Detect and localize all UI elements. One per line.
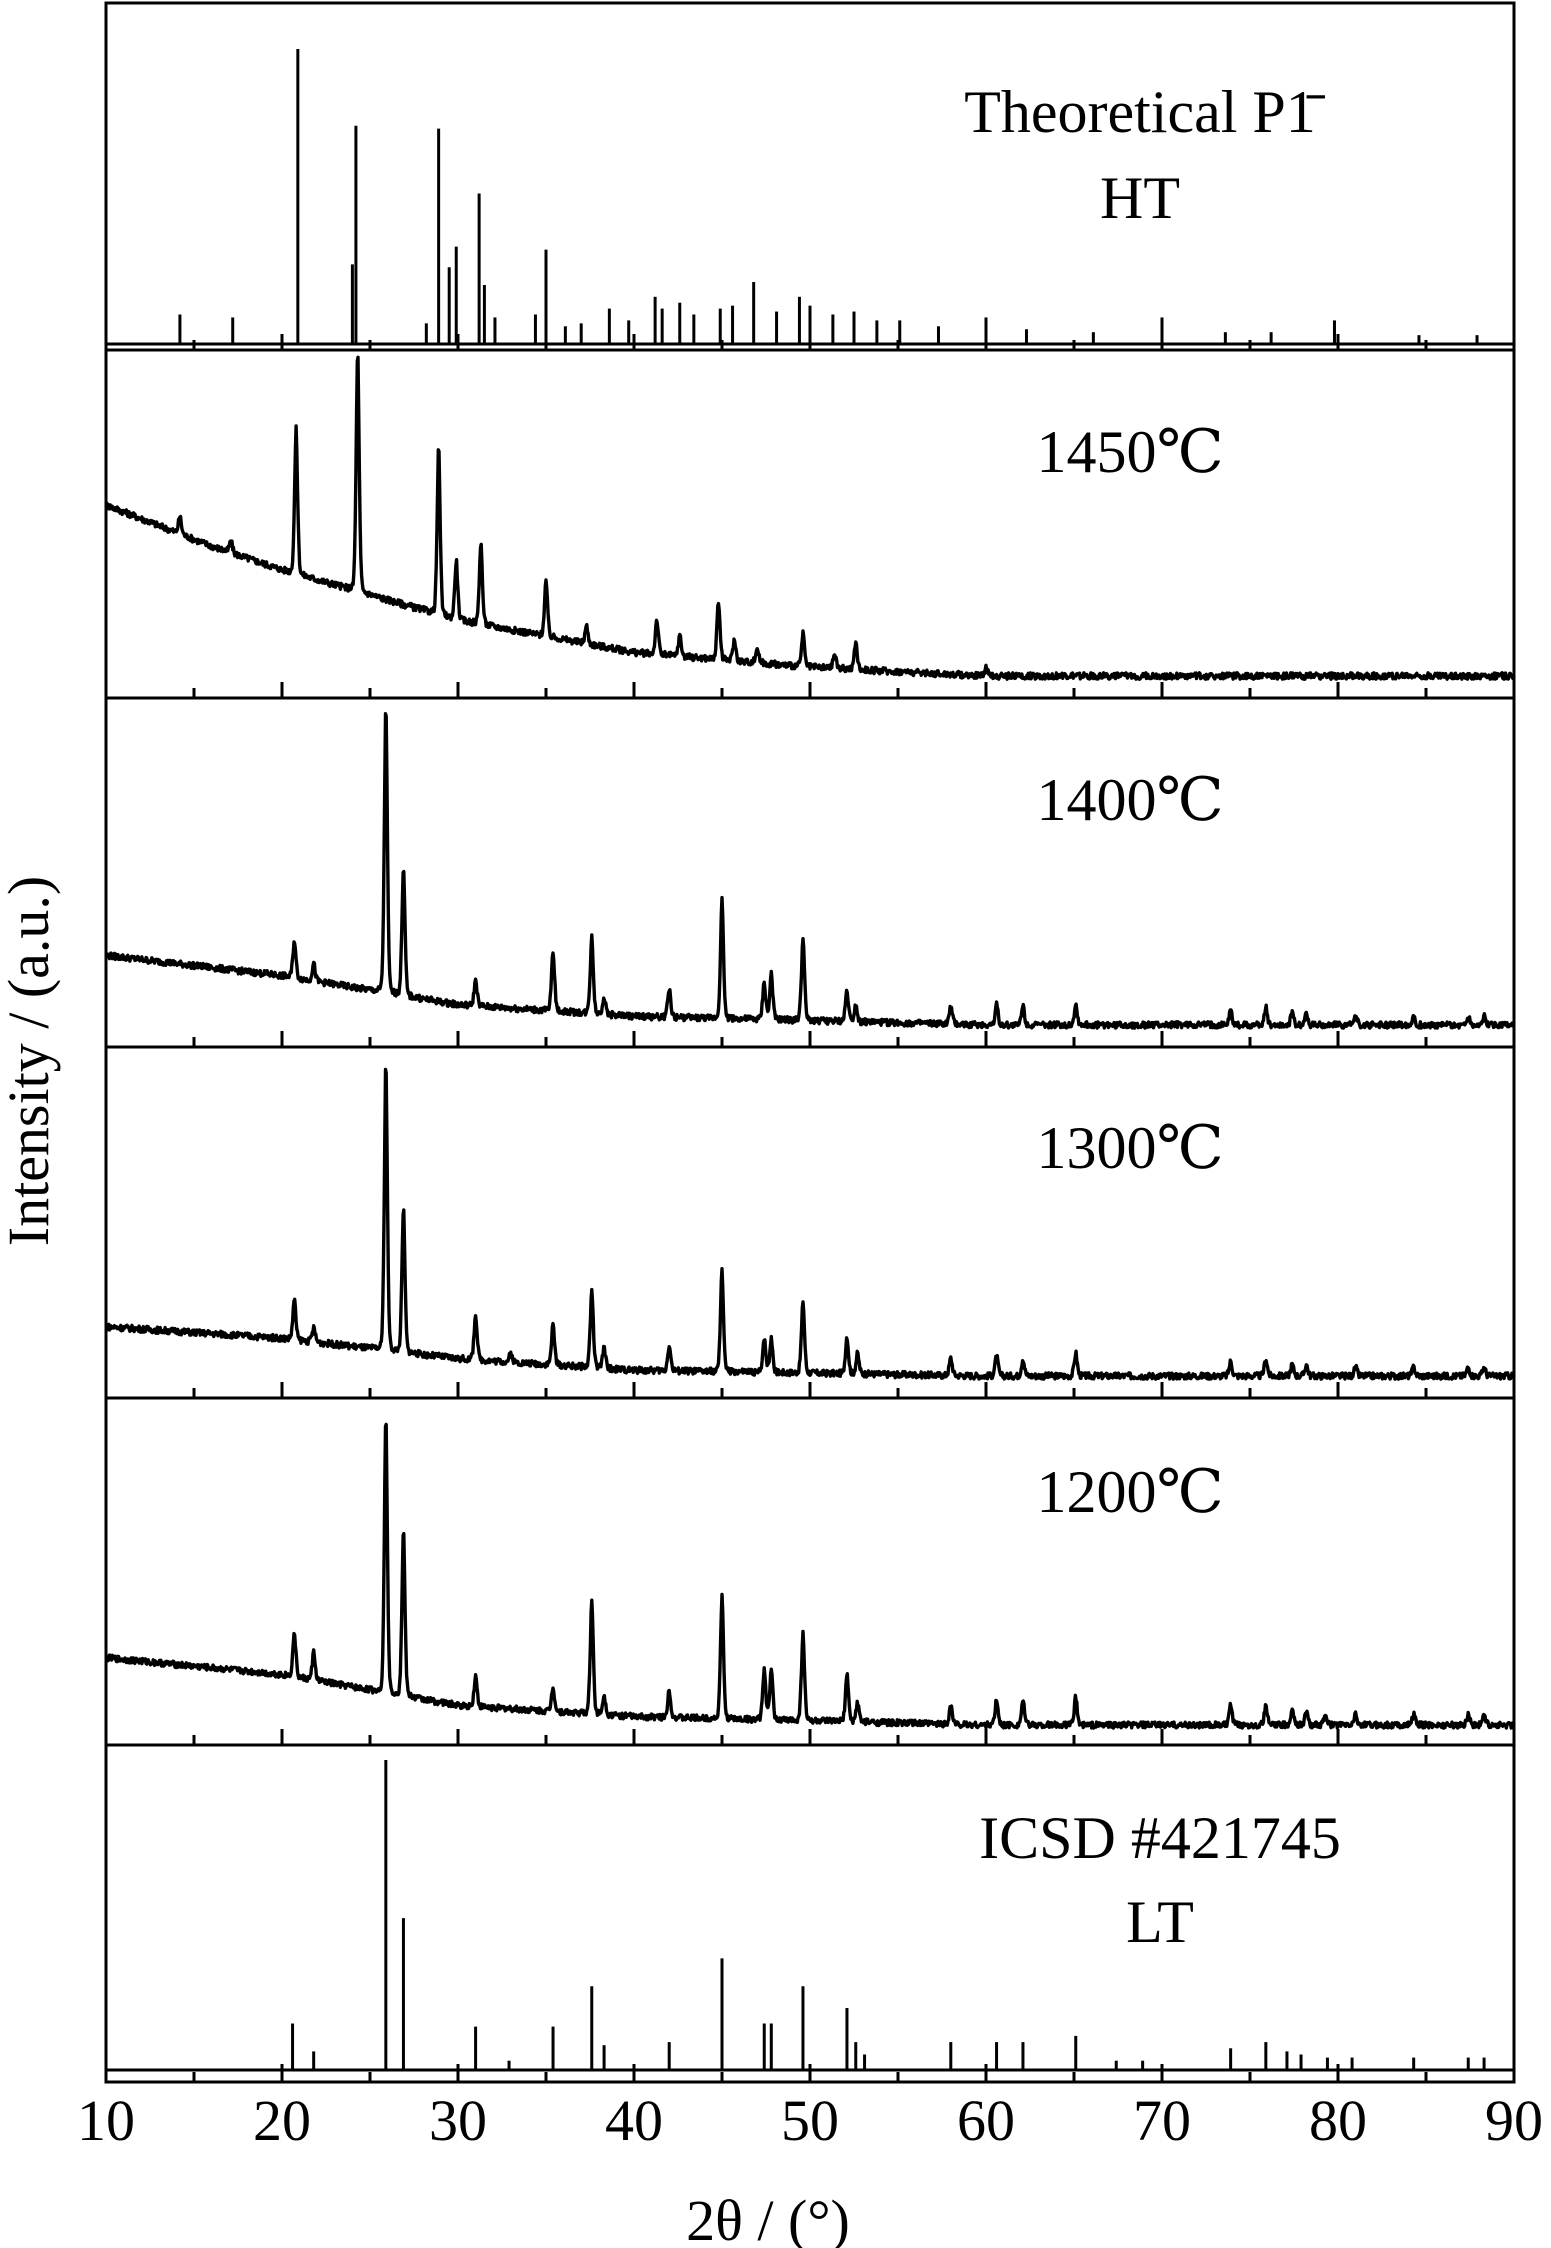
xrd-pattern-line xyxy=(104,355,1515,681)
panel-5: 1200℃ xyxy=(104,1396,1516,1747)
panel-2-frame xyxy=(104,348,1516,700)
panel-6: ICSD #421745 LT xyxy=(104,1743,1516,2084)
panel-4-label-line-1: 1300℃ xyxy=(1036,1115,1223,1181)
x-tick-label: 20 xyxy=(253,2088,311,2153)
xrd-pattern-line xyxy=(105,1067,1516,1381)
xrd-pattern-line xyxy=(104,1422,1516,1730)
x-tick-label: 50 xyxy=(781,2088,839,2153)
panel-4: 1300℃ xyxy=(104,1045,1516,1400)
panel-3: 1400℃ xyxy=(104,696,1516,1049)
y-axis-title: Intensity / (a.u.) xyxy=(0,876,61,1246)
panel-1-frame xyxy=(104,1,1516,352)
x-tick-label: 80 xyxy=(1309,2088,1367,2153)
x-axis-title: 2θ / (°) xyxy=(686,2188,850,2248)
x-tick-label: 60 xyxy=(957,2088,1015,2153)
panel-4-frame xyxy=(104,1045,1516,1400)
panel-6-label-line-2: LT xyxy=(1126,1889,1194,1955)
panel-3-label-line-1: 1400℃ xyxy=(1036,767,1223,833)
panels-group: Theoretical P1̄ HT 1450℃ 1400℃ 1300℃ 1200℃ ICS… xyxy=(104,1,1516,2084)
x-tick-label: 40 xyxy=(605,2088,663,2153)
panel-5-label-line-1: 1200℃ xyxy=(1036,1459,1223,1525)
panel-1-label-line-2: HT xyxy=(1100,165,1180,231)
panel-6-label-line-1: ICSD #421745 xyxy=(979,1805,1341,1871)
panel-2: 1450℃ xyxy=(104,348,1516,700)
panel-3-frame xyxy=(104,696,1516,1049)
x-tick-label: 30 xyxy=(429,2088,487,2153)
panel-1: Theoretical P1̄ HT xyxy=(104,1,1516,352)
panel-2-label-line-1: 1450℃ xyxy=(1036,419,1223,485)
panel-6-frame xyxy=(104,1743,1516,2084)
x-tick-label: 90 xyxy=(1485,2088,1543,2153)
panel-1-label-line-1: Theoretical P1̄ xyxy=(964,79,1326,145)
x-axis: 10 20 30 40 50 60 70 80 90 xyxy=(77,2064,1543,2153)
xrd-pattern-line xyxy=(104,712,1516,1030)
panel-5-frame xyxy=(104,1396,1516,1747)
x-tick-label: 10 xyxy=(77,2088,135,2153)
x-tick-label: 70 xyxy=(1133,2088,1191,2153)
